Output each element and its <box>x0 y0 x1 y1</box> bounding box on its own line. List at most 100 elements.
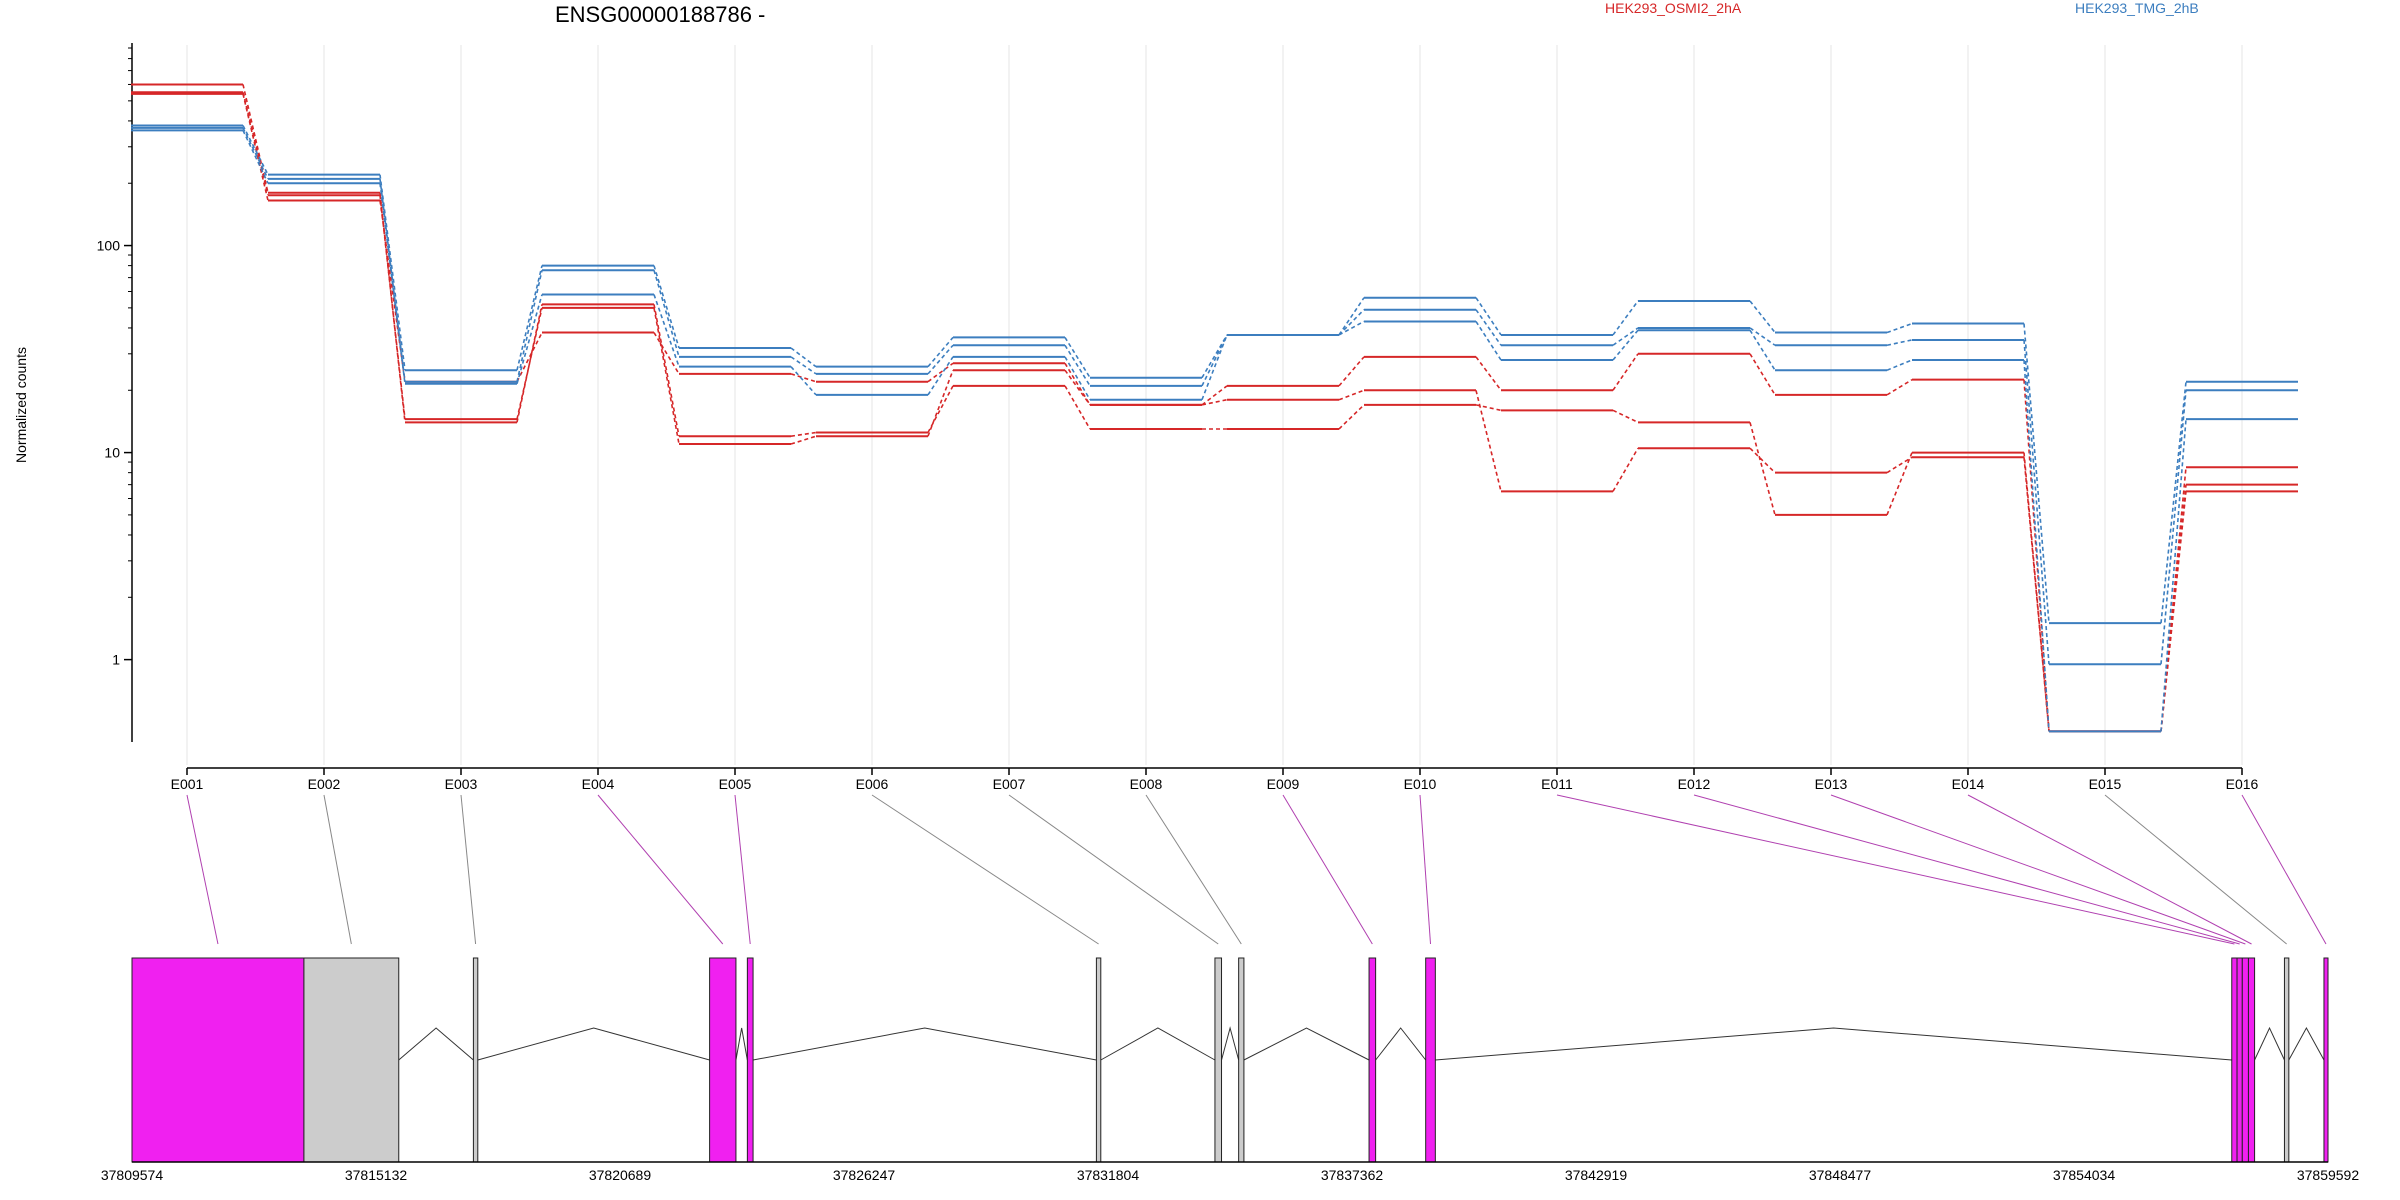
data-connector <box>1886 322 1913 334</box>
data-connector <box>790 373 817 383</box>
data-connector <box>379 183 406 384</box>
data-connector <box>927 369 954 437</box>
data-connector <box>1749 327 1776 346</box>
data-connector <box>1064 362 1091 406</box>
coordinate-label-37837362: 37837362 <box>1321 1167 1384 1183</box>
data-connector <box>790 347 817 368</box>
intron-line <box>752 1027 1097 1061</box>
series-hek293_osmi2_2ha-2 <box>131 92 2298 733</box>
data-connector <box>242 125 269 176</box>
data-connector <box>516 307 543 420</box>
data-connector <box>2160 467 2187 732</box>
data-connector <box>1338 389 1365 401</box>
data-connector <box>1201 334 1228 401</box>
coordinate-label-37815132: 37815132 <box>345 1167 408 1183</box>
connector-e002 <box>323 794 352 945</box>
genomic-coordinate-axis: 37809574 37815132 37820689 37826247 37831804… <box>101 1161 2359 1183</box>
gene-model <box>131 957 2329 1163</box>
data-connector <box>516 270 543 382</box>
intron-line <box>735 1027 748 1061</box>
axes: 1 10 100 E001 E002 E003 E004 E005 E006 E007 E008 E0… <box>97 43 2259 792</box>
data-connector <box>1338 404 1365 430</box>
x-tick-label-e004: E004 <box>582 776 615 792</box>
exon-box-e011 <box>2231 957 2238 1163</box>
coordinate-label-37854034: 37854034 <box>2053 1167 2116 1183</box>
chart-title: ENSG00000188786 - <box>555 2 765 27</box>
data-connector <box>1064 344 1091 387</box>
x-tick-label-e015: E015 <box>2089 776 2122 792</box>
data-connector <box>1749 353 1776 396</box>
legend-entry-osmi: HEK293_OSMI2_2hA <box>1605 0 1742 16</box>
data-connector <box>1749 300 1776 334</box>
exon-box-e014 <box>2247 957 2256 1163</box>
data-connector <box>790 366 817 396</box>
connector-e008 <box>1145 794 1242 945</box>
coordinate-label-37848477: 37848477 <box>1809 1167 1872 1183</box>
intron-line <box>1435 1027 2232 1061</box>
series-hek293_tmg_2hb-5 <box>131 129 2298 733</box>
data-connector <box>653 304 680 437</box>
data-connector <box>1886 456 1913 474</box>
x-tick-label-e009: E009 <box>1267 776 1300 792</box>
data-connector <box>2023 323 2050 624</box>
data-connector <box>790 431 817 437</box>
x-tick-label-e005: E005 <box>719 776 752 792</box>
data-connector <box>1749 447 1776 474</box>
connector-e016 <box>2241 794 2327 945</box>
data-connector <box>1475 356 1502 391</box>
data-connector <box>1201 398 1228 406</box>
y-tick-label-100: 100 <box>97 238 121 254</box>
x-tick-label-e012: E012 <box>1678 776 1711 792</box>
data-connector <box>1886 452 1913 516</box>
data-connector <box>927 362 954 383</box>
data-connector <box>1338 320 1365 336</box>
data-connector <box>1064 336 1091 379</box>
data-connector <box>1338 356 1365 387</box>
data-connector <box>2160 419 2187 732</box>
coordinate-label-37809574: 37809574 <box>101 1167 164 1183</box>
data-connector <box>1612 300 1639 336</box>
data-connector <box>379 178 406 382</box>
data-connector <box>1201 334 1228 379</box>
data-connector <box>1338 297 1365 336</box>
x-tick-label-e010: E010 <box>1404 776 1437 792</box>
data-connector <box>653 294 680 367</box>
exon-box-e005 <box>746 957 754 1163</box>
y-tick-label-1: 1 <box>112 652 120 668</box>
data-connector <box>1886 339 1913 347</box>
intron-line <box>1221 1026 1240 1061</box>
data-connector <box>1612 353 1639 391</box>
coordinate-label-37842919: 37842919 <box>1565 1167 1628 1183</box>
connector-e010 <box>1419 794 1432 945</box>
connector-e014 <box>1967 794 2252 945</box>
coordinate-label-37826247: 37826247 <box>833 1167 896 1183</box>
exon-box-e015 <box>2283 957 2290 1163</box>
data-connector <box>653 332 680 375</box>
exon-box-e008 <box>1238 957 1245 1163</box>
exon-box-e009 <box>1368 957 1377 1163</box>
data-connector <box>1064 369 1091 406</box>
x-tick-label-e003: E003 <box>445 776 478 792</box>
data-connector <box>2160 381 2187 624</box>
data-connector <box>653 307 680 445</box>
exon-box-e004 <box>709 957 737 1163</box>
data-connector <box>2023 452 2050 732</box>
intron-line <box>1375 1027 1427 1061</box>
exon-box-e013 <box>2241 957 2249 1163</box>
connector-e015 <box>2104 794 2287 945</box>
data-connector <box>516 304 543 423</box>
exon-box-e006 <box>1095 957 1102 1163</box>
data-connector <box>1475 390 1502 492</box>
data-connector <box>1064 385 1091 430</box>
coordinate-label-37831804: 37831804 <box>1077 1167 1140 1183</box>
x-tick-label-e006: E006 <box>856 776 889 792</box>
data-connector <box>790 435 817 445</box>
data-connector <box>653 265 680 349</box>
data-connector <box>379 195 406 420</box>
data-connector <box>1475 297 1502 336</box>
connector-e001 <box>186 794 219 945</box>
data-connector <box>2160 491 2187 732</box>
data-connector <box>242 93 269 201</box>
intron-line <box>1100 1027 1216 1061</box>
